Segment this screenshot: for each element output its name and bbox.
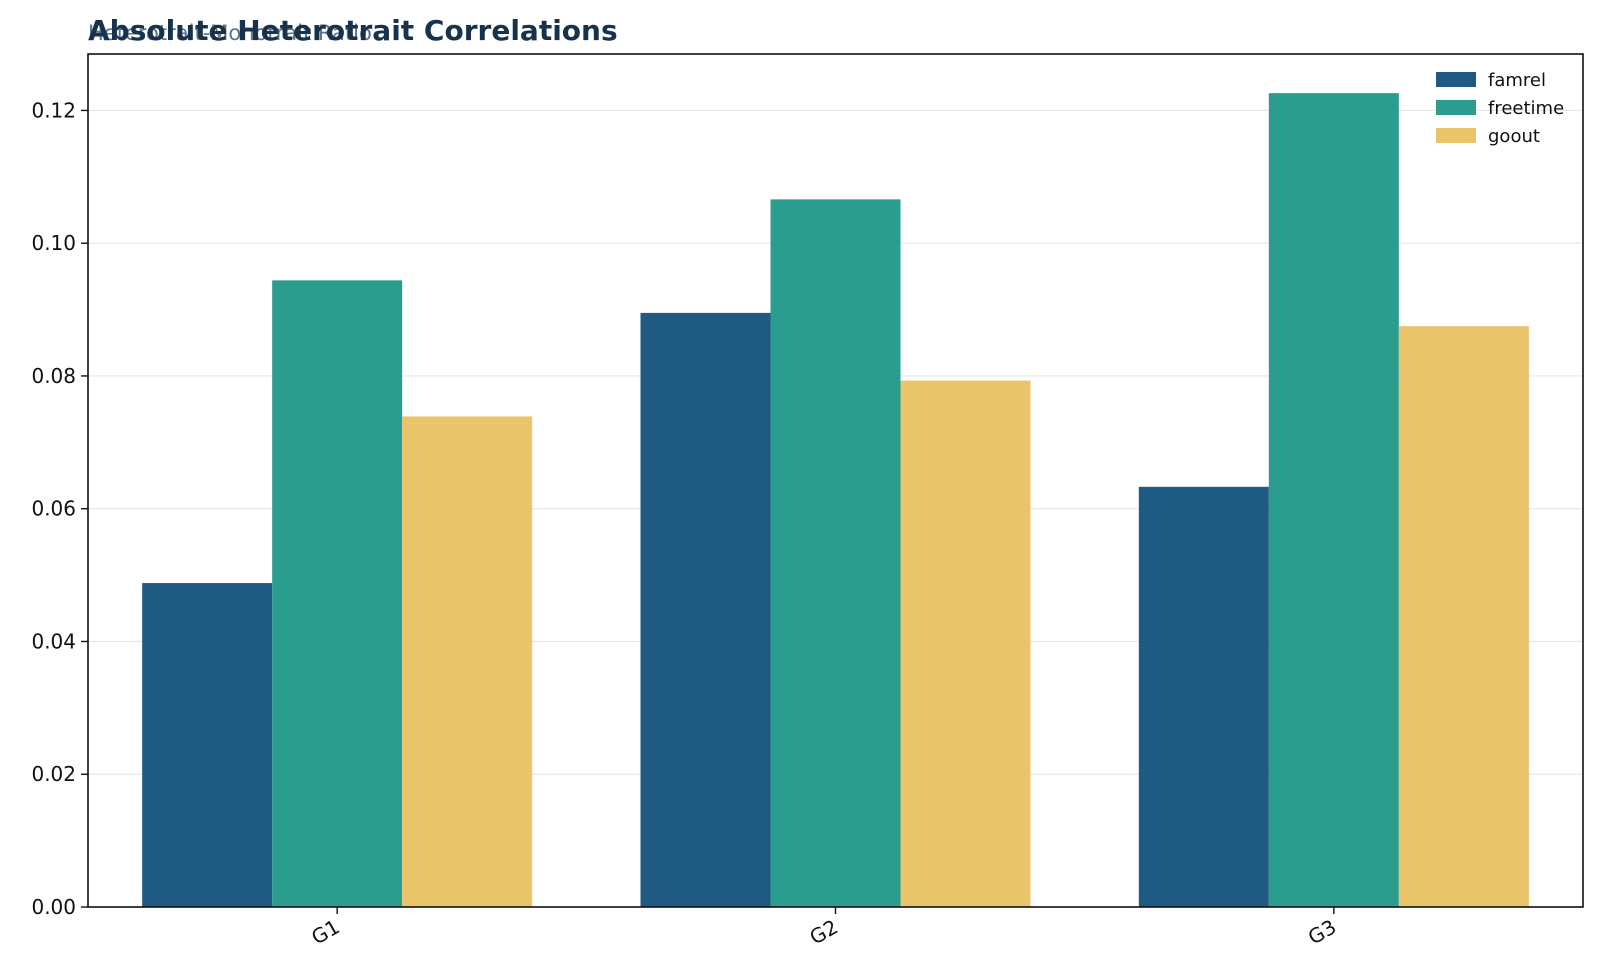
legend-label: goout xyxy=(1488,126,1540,147)
legend-swatch xyxy=(1436,128,1476,143)
chart-subtitle: Heterotrait-Monotrait Ratio xyxy=(88,21,372,45)
bar-freetime-G1 xyxy=(272,280,403,907)
legend-label: famrel xyxy=(1488,70,1546,91)
legend-swatch xyxy=(1436,100,1476,115)
bar-goout-G2 xyxy=(900,380,1031,908)
bar-famrel-G2 xyxy=(640,312,771,907)
bars xyxy=(142,93,1529,908)
legend-item-famrel[interactable]: famrel xyxy=(1436,70,1546,91)
y-tick-label: 0.06 xyxy=(31,497,76,521)
legend[interactable]: famrel freetime goout xyxy=(1436,70,1564,147)
x-tick-label: G3 xyxy=(1304,915,1340,950)
x-axis: G1 G2 G3 xyxy=(307,907,1340,949)
chart-title: Absolute Heterotrait Correlations xyxy=(88,14,618,47)
legend-item-freetime[interactable]: freetime xyxy=(1436,98,1564,119)
legend-label: freetime xyxy=(1488,98,1564,119)
bar-goout-G3 xyxy=(1398,326,1529,907)
y-tick-label: 0.00 xyxy=(31,895,76,919)
bar-freetime-G2 xyxy=(770,199,901,907)
bar-famrel-G1 xyxy=(142,583,273,907)
y-tick-label: 0.02 xyxy=(31,762,76,786)
y-tick-label: 0.12 xyxy=(31,98,76,122)
x-tick-label: G1 xyxy=(307,915,343,950)
y-tick-label: 0.10 xyxy=(31,231,76,255)
y-axis: 0.00 0.02 0.04 0.06 0.08 0.10 0.12 xyxy=(31,98,88,919)
x-tick-label: G2 xyxy=(806,915,842,950)
bar-freetime-G3 xyxy=(1268,93,1399,907)
legend-swatch xyxy=(1436,72,1476,87)
bar-goout-G1 xyxy=(402,416,533,907)
bar-famrel-G3 xyxy=(1138,486,1269,907)
y-tick-label: 0.04 xyxy=(31,629,76,653)
legend-item-goout[interactable]: goout xyxy=(1436,126,1540,147)
y-tick-label: 0.08 xyxy=(31,364,76,388)
